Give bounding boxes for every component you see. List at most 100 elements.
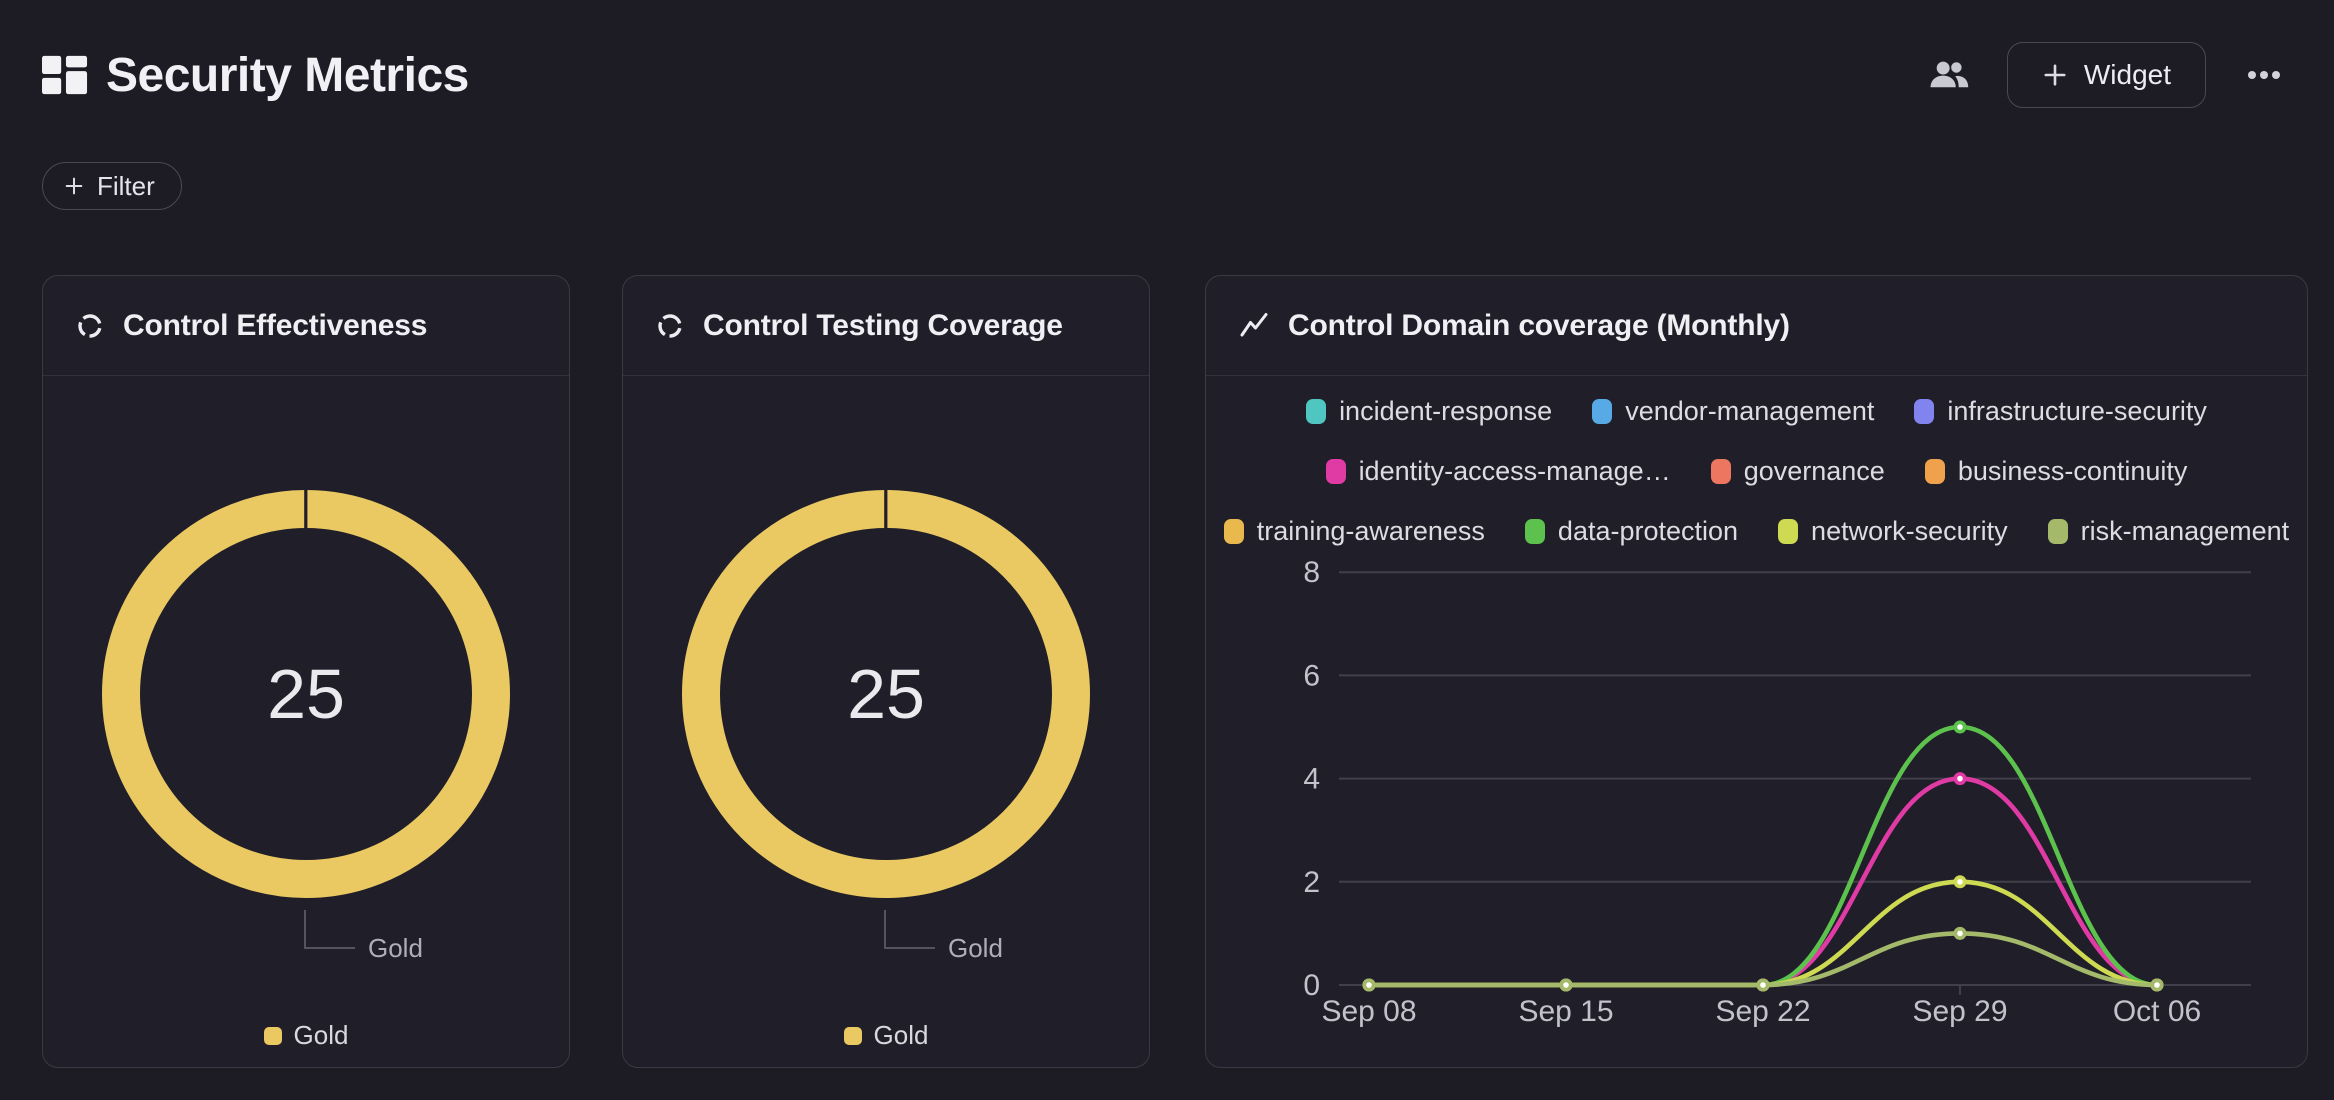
gauge-value: 25 — [267, 655, 345, 733]
gauge-ring-notch — [884, 488, 888, 530]
legend-swatch — [1914, 398, 1935, 424]
y-tick-label: 0 — [1303, 969, 1320, 1002]
widget-control-effectiveness: Control Effectiveness 25 Gold Gold — [42, 275, 570, 1068]
donut-chart-icon — [78, 313, 102, 338]
y-tick-label: 2 — [1303, 866, 1320, 899]
legend-row: training-awareness data-protection network… — [1206, 501, 2307, 561]
widget-control-domain-coverage: Control Domain coverage (Monthly) incide… — [1205, 275, 2308, 1068]
add-filter-button[interactable]: Filter — [42, 162, 182, 210]
legend-item-risk-management[interactable]: risk-management — [2047, 515, 2290, 547]
legend-label: data-protection — [1557, 515, 1739, 546]
data-point-center — [1957, 724, 1963, 730]
widget-title: Control Domain coverage (Monthly) — [1288, 308, 1790, 342]
gauge-callout-line — [884, 910, 935, 949]
widget-control-testing-coverage: Control Testing Coverage 25 Gold Gold — [622, 275, 1150, 1068]
legend-label: identity-access-manage… — [1358, 455, 1671, 486]
x-tick-label: Oct 06 — [2113, 995, 2201, 1028]
x-tick-label: Sep 15 — [1518, 995, 1613, 1028]
widget-header: Control Testing Coverage — [623, 276, 1149, 376]
y-tick-label: 4 — [1303, 763, 1320, 796]
legend-label: network-security — [1811, 515, 2008, 546]
series-line-network-security — [1366, 879, 2160, 988]
app-header: Security Metrics Widget — [0, 0, 2334, 108]
ellipsis-icon — [2248, 71, 2280, 79]
gauge-legend: Gold — [623, 1020, 1149, 1051]
widget-header: Control Domain coverage (Monthly) — [1206, 276, 2307, 376]
data-point-center — [1366, 982, 1372, 988]
legend-item-identity-access-management[interactable]: identity-access-manage… — [1325, 455, 1671, 487]
widget-button-label: Widget — [2083, 59, 2171, 90]
legend-label: vendor-management — [1625, 395, 1875, 426]
page-title: Security Metrics — [106, 48, 469, 102]
legend-swatch — [1778, 518, 1799, 544]
data-point-center — [1957, 775, 1963, 782]
app-logo-icon — [42, 55, 88, 95]
gauge-body: 25 Gold Gold — [43, 376, 569, 1067]
legend-label: governance — [1743, 455, 1885, 486]
gauge-value: 25 — [847, 655, 925, 733]
legend-swatch — [263, 1026, 282, 1045]
widget-header: Control Effectiveness — [43, 276, 569, 376]
y-tick-label: 6 — [1303, 659, 1320, 692]
gauge-legend: Gold — [43, 1020, 569, 1051]
legend-swatch — [2047, 518, 2068, 544]
series-line-risk-management — [1366, 931, 2160, 988]
legend-label: training-awareness — [1256, 515, 1485, 546]
legend-swatch — [1524, 518, 1545, 544]
legend-label: Gold — [873, 1020, 929, 1050]
gauge-callout-label: Gold — [368, 933, 423, 963]
line-chart-plot: 8 6 4 2 0 Sep 08 Sep 15 Sep 22 Sep 29 Oct 06 — [1230, 556, 2307, 1036]
legend-item-data-protection[interactable]: data-protection — [1524, 515, 1739, 547]
gauge-callout-line — [304, 910, 355, 949]
x-tick-label: Sep 08 — [1321, 995, 1416, 1028]
legend-swatch — [843, 1026, 862, 1045]
series-line-data-protection — [1366, 724, 2160, 988]
y-tick-label: 8 — [1303, 561, 1320, 589]
legend-row: identity-access-manage… governance busines… — [1206, 441, 2307, 501]
filter-button-label: Filter — [97, 170, 155, 201]
gauge-callout-label: Gold — [948, 933, 1003, 963]
legend-swatch — [1306, 398, 1327, 424]
gauge-donut: 25 Gold — [671, 479, 1101, 979]
legend-item-vendor-management[interactable]: vendor-management — [1592, 396, 1874, 427]
gauge-donut: 25 Gold — [91, 479, 521, 979]
legend-swatch — [1325, 458, 1346, 484]
legend-label: incident-response — [1339, 395, 1553, 426]
plus-icon — [2044, 64, 2066, 86]
plus-icon — [65, 177, 83, 195]
gauge-body: 25 Gold Gold — [623, 376, 1149, 1067]
legend-swatch — [1924, 458, 1945, 484]
legend-label: Gold — [293, 1020, 349, 1050]
donut-chart-icon — [658, 313, 682, 338]
legend-item-governance[interactable]: governance — [1710, 455, 1885, 487]
filter-bar: Filter — [0, 108, 2334, 210]
x-tick-label: Sep 22 — [1715, 995, 1810, 1028]
data-point-center — [1563, 982, 1569, 988]
users-icon[interactable] — [1929, 60, 1969, 90]
legend-item-incident-response[interactable]: incident-response — [1306, 396, 1552, 427]
legend-item-network-security[interactable]: network-security — [1778, 516, 2008, 547]
widget-title: Control Effectiveness — [123, 308, 428, 342]
data-point-center — [1957, 930, 1963, 937]
widget-title: Control Testing Coverage — [703, 308, 1063, 342]
legend-row: incident-response vendor-management infras… — [1206, 381, 2307, 441]
more-menu-button[interactable] — [2244, 69, 2284, 81]
legend-swatch — [1710, 458, 1731, 484]
line-chart-icon — [1240, 312, 1268, 336]
legend-label: risk-management — [2080, 515, 2290, 546]
legend-item-business-continuity[interactable]: business-continuity — [1924, 455, 2188, 487]
legend-item-training-awareness[interactable]: training-awareness — [1223, 515, 1485, 547]
gauge-ring-notch — [304, 488, 308, 530]
legend-label: infrastructure-security — [1947, 395, 2207, 426]
chart-legend: incident-response vendor-management infras… — [1206, 376, 2307, 561]
legend-swatch — [1223, 518, 1244, 544]
data-point-center — [2154, 982, 2160, 988]
data-point-center — [1760, 982, 1766, 988]
legend-swatch — [1592, 398, 1613, 424]
data-point-center — [1957, 879, 1963, 885]
dashboard-grid: Control Effectiveness 25 Gold Gold Contro… — [0, 210, 2334, 1068]
x-tick-label: Sep 29 — [1912, 995, 2007, 1028]
add-widget-button[interactable]: Widget — [2006, 42, 2206, 108]
legend-label: business-continuity — [1957, 455, 2188, 486]
legend-item-infrastructure-security[interactable]: infrastructure-security — [1914, 396, 2207, 427]
